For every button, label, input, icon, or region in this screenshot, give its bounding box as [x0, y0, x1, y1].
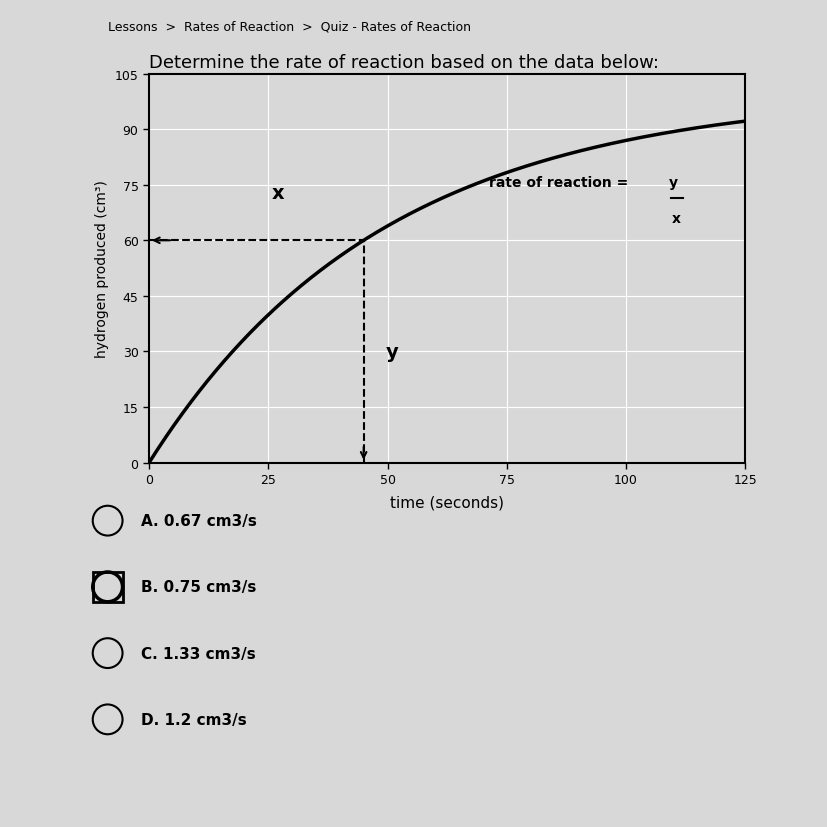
Text: B. 0.75 cm3/s: B. 0.75 cm3/s — [141, 580, 256, 595]
Text: rate of reaction =: rate of reaction = — [488, 176, 632, 190]
Text: C. 1.33 cm3/s: C. 1.33 cm3/s — [141, 646, 256, 661]
Text: D. 1.2 cm3/s: D. 1.2 cm3/s — [141, 712, 246, 727]
Text: Lessons  >  Rates of Reaction  >  Quiz - Rates of Reaction: Lessons > Rates of Reaction > Quiz - Rat… — [108, 21, 470, 34]
Text: x: x — [271, 184, 284, 203]
X-axis label: time (seconds): time (seconds) — [390, 495, 504, 509]
Text: x: x — [672, 211, 681, 225]
Text: Determine the rate of reaction based on the data below:: Determine the rate of reaction based on … — [149, 54, 658, 72]
Y-axis label: hydrogen produced (cm³): hydrogen produced (cm³) — [95, 180, 109, 357]
Text: y: y — [385, 342, 398, 361]
Text: y: y — [668, 176, 677, 190]
Text: A. 0.67 cm3/s: A. 0.67 cm3/s — [141, 514, 256, 528]
